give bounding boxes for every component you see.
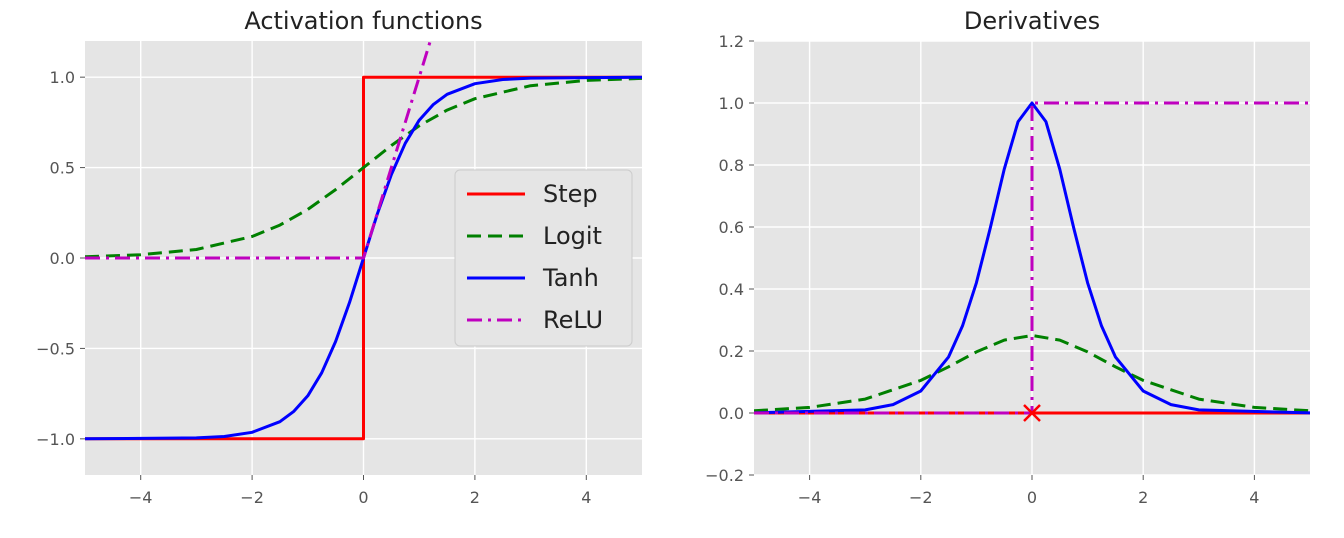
x-tick-label: 0: [1027, 488, 1037, 507]
series-group: [85, 41, 642, 441]
series-line-relu: [754, 101, 1310, 415]
legend-label-relu: ReLU: [543, 306, 603, 334]
y-tick-label: 0.6: [719, 218, 744, 237]
legend-label-step: Step: [543, 180, 598, 208]
y-tick-label: 0.4: [719, 280, 744, 299]
x-tick-label: 2: [1138, 488, 1148, 507]
legend-label-logit: Logit: [543, 222, 602, 250]
y-tick-label: 0.8: [719, 156, 744, 175]
x-tick-label: −4: [129, 488, 153, 507]
y-tick-label: 0.2: [719, 342, 744, 361]
y-tick-label: 0.0: [50, 249, 75, 268]
legend-label-tanh: Tanh: [542, 264, 599, 292]
x-tick-label: 4: [1249, 488, 1259, 507]
y-tick-label: −0.5: [36, 339, 75, 358]
x-tick-label: 0: [358, 488, 368, 507]
y-tick-label: 0.5: [50, 159, 75, 178]
x-tick-label: −4: [798, 488, 822, 507]
series-line-tanh: [754, 101, 1310, 415]
chart-title: Activation functions: [244, 7, 482, 35]
chart-1: −4 −2 0 2 4 −1.0 −0.5 0.0 0.5 1.0 Activation funct…: [36, 7, 642, 507]
y-tick-label: −0.2: [705, 466, 744, 485]
series-line-logit: [85, 76, 642, 259]
x-tick-label: 4: [581, 488, 591, 507]
y-tick-label: 1.2: [719, 32, 744, 51]
legend-box: [454, 169, 633, 347]
y-tick-label: −1.0: [36, 430, 75, 449]
series-line-relu: [85, 41, 432, 260]
y-tick-label: 0.0: [719, 404, 744, 423]
marker-x: [1023, 404, 1041, 422]
x-tick-label: −2: [240, 488, 264, 507]
y-tick-label: 1.0: [50, 68, 75, 87]
legend: Step Logit Tanh ReLU: [454, 169, 633, 347]
chart-title: Derivatives: [964, 7, 1100, 35]
y-tick-label: 1.0: [719, 94, 744, 113]
series-line-logit: [754, 334, 1310, 413]
chart-2: −4 −2 0 2 4 −0.2 0.0 0.2 0.4 0.6 0.8 1.0 1.2 Derivati…: [705, 7, 1310, 507]
x-tick-label: 2: [470, 488, 480, 507]
x-tick-label: −2: [909, 488, 933, 507]
marker-x-stroke: [1023, 404, 1041, 422]
